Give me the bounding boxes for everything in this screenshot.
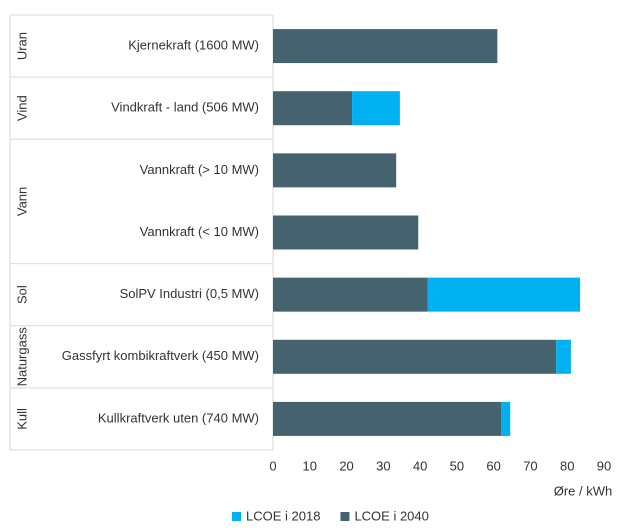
x-tick-label: 0	[269, 458, 276, 473]
bar	[273, 339, 557, 374]
bar	[273, 153, 397, 188]
y-tick-label: Vindkraft - land (506 MW)	[111, 100, 259, 115]
y-tick-label: Vannkraft (< 10 MW)	[140, 224, 259, 239]
bar	[273, 91, 353, 126]
group-label: Vann	[14, 187, 29, 216]
x-tick-label: 10	[303, 458, 317, 473]
bar	[501, 401, 511, 436]
x-tick-label: 40	[413, 458, 427, 473]
bar	[273, 401, 502, 436]
legend-label: LCOE i 2018	[246, 508, 320, 523]
x-tick-label: 60	[486, 458, 500, 473]
x-tick-label: 20	[339, 458, 353, 473]
bar	[352, 91, 400, 126]
y-tick-label: SolPV Industri (0,5 MW)	[120, 286, 259, 301]
x-tick-label: 50	[450, 458, 464, 473]
y-tick-label: Kullkraftverk uten (740 MW)	[98, 410, 259, 425]
legend-label: LCOE i 2040	[354, 508, 428, 523]
legend-swatch	[232, 512, 241, 521]
x-tick-label: 30	[376, 458, 390, 473]
y-tick-label: Kjernekraft (1600 MW)	[128, 38, 259, 53]
group-label: Kull	[14, 408, 29, 430]
group-label: Vind	[14, 95, 29, 121]
bar	[273, 29, 498, 64]
y-tick-label: Gassfyrt kombikraftverk (450 MW)	[62, 348, 259, 363]
bar	[556, 339, 571, 374]
bar	[273, 277, 428, 312]
group-label: Naturgass	[14, 327, 29, 387]
x-tick-label: 90	[597, 458, 611, 473]
y-tick-label: Vannkraft (> 10 MW)	[140, 162, 259, 177]
x-tick-label: 70	[523, 458, 537, 473]
group-label: Uran	[14, 32, 29, 60]
bar	[273, 215, 419, 250]
group-label: Sol	[14, 285, 29, 304]
x-axis-label: Øre / kWh	[554, 483, 613, 498]
bar	[427, 277, 581, 312]
legend-swatch	[340, 512, 350, 521]
x-tick-label: 80	[560, 458, 574, 473]
